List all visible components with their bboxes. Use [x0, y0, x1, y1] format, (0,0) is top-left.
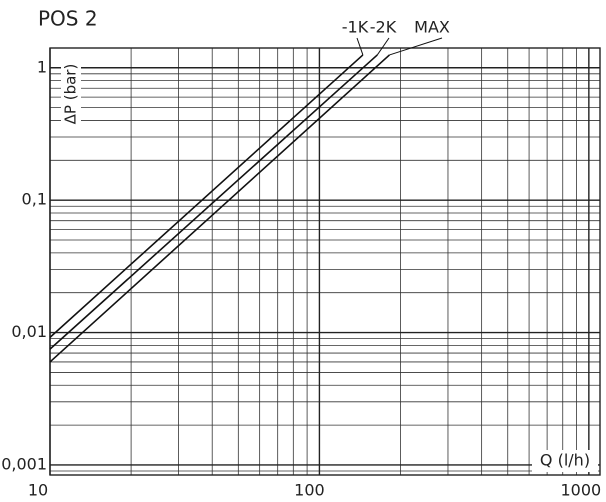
series-label: -1K: [342, 18, 369, 37]
label-leader: [376, 37, 390, 56]
series-line: [49, 54, 364, 338]
x-tick-label: 100: [294, 481, 325, 500]
chart-title: POS 2: [38, 7, 98, 31]
y-tick-label: 1: [37, 57, 47, 76]
x-axis-label: Q (l/h): [540, 451, 590, 470]
series-label: MAX: [414, 18, 450, 37]
y-tick-label: 0,001: [1, 454, 47, 473]
axis-label-bg: [532, 450, 598, 472]
series-line: [49, 54, 378, 350]
y-tick-label: 0,01: [11, 322, 47, 341]
x-tick-label: 10: [28, 481, 48, 500]
series-line: [49, 54, 391, 363]
label-leader: [389, 37, 443, 56]
y-tick-label: 0,1: [22, 190, 47, 209]
plot-frame: [49, 47, 601, 476]
x-tick-label: 1000: [560, 481, 601, 500]
label-leader: [356, 37, 364, 56]
series-label: -2K: [370, 18, 397, 37]
y-axis-label: ΔP (bar): [62, 64, 80, 125]
axis-label-bg: [61, 52, 81, 136]
